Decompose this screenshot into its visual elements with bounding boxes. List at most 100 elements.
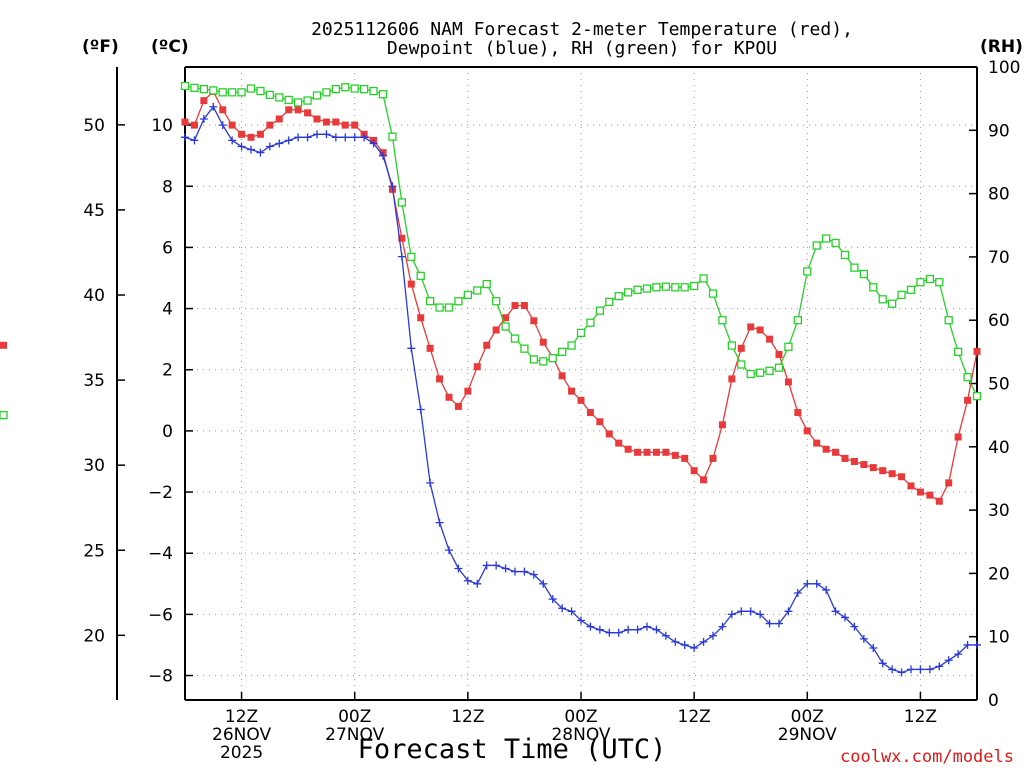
series-rh (0, 81, 982, 420)
dewpoint-point (916, 665, 925, 674)
temperature-point (586, 409, 594, 417)
rh-point (444, 303, 454, 312)
rh-point (803, 267, 812, 276)
temperature-point (313, 115, 321, 123)
dewpoint-point (275, 139, 284, 148)
fahrenheit-tick-label: 25 (83, 541, 105, 561)
rh-point (407, 252, 416, 262)
temperature-point (803, 427, 811, 435)
rh-point (567, 341, 576, 350)
dewpoint-point (416, 405, 425, 414)
rh-point (859, 269, 869, 279)
dewpoint-point (548, 595, 557, 604)
rh-point (935, 278, 944, 287)
rh-tick-label: 40 (988, 438, 1010, 458)
temperature-point (907, 482, 915, 490)
temperature-point (718, 421, 726, 429)
rh-point (190, 83, 199, 93)
temperature-point (605, 430, 613, 438)
dewpoint-point (897, 668, 906, 677)
rh-tick-label: 90 (988, 121, 1010, 141)
dewpoint-point (586, 622, 595, 631)
temperature-point (266, 121, 274, 129)
rh-point (784, 342, 793, 351)
dewpoint-point (869, 644, 878, 653)
dewpoint-point (841, 613, 849, 622)
dewpoint-point (699, 637, 708, 646)
dewpoint-point (614, 628, 623, 637)
rh-point (378, 90, 388, 99)
temperature-point (200, 97, 208, 105)
rh-tick-label: 20 (988, 564, 1010, 584)
temperature-point (954, 433, 962, 441)
rh-point (435, 303, 444, 312)
rh-point (293, 98, 303, 107)
rh-tick-label: 10 (988, 628, 1010, 648)
dewpoint-point (331, 133, 340, 142)
rh-point (680, 283, 689, 292)
rh-tick-label: 30 (988, 501, 1010, 521)
time-tick-label: 12Z (904, 707, 937, 727)
temperature-point (445, 393, 453, 401)
rh-point (661, 282, 671, 291)
rh-point (897, 290, 906, 300)
rh-point (473, 286, 482, 295)
gridlines (185, 67, 977, 700)
temperature-point (596, 418, 604, 426)
dewpoint-point (388, 182, 397, 191)
dewpoint-point (473, 579, 482, 588)
series-dewpoint (181, 103, 981, 677)
rh-point (765, 366, 774, 375)
temperature-point (322, 118, 330, 126)
temperature-point (841, 454, 849, 462)
dewpoint-point (341, 133, 350, 142)
rh-tick-label: 0 (988, 691, 999, 711)
time-tick-label: 26NOV (212, 725, 271, 745)
rh-point (416, 271, 425, 281)
rh-point (586, 318, 595, 327)
temperature-point (822, 445, 830, 453)
temperature-point (511, 302, 519, 310)
temperature-point (454, 402, 462, 410)
rh-point (689, 281, 699, 291)
temperature-point (860, 461, 868, 469)
dewpoint-point (454, 564, 463, 573)
temperature-point (539, 338, 547, 346)
temperature-point (502, 314, 510, 322)
rh-point (718, 316, 727, 325)
temperature-point (737, 344, 745, 352)
temperature-point (520, 302, 528, 310)
dewpoint-point (605, 628, 614, 637)
temperature-point (558, 372, 566, 380)
rh-point (671, 283, 680, 292)
temperature-point (473, 363, 481, 371)
temperature-point (398, 234, 406, 242)
rh-point (397, 198, 407, 207)
rh-point (831, 238, 840, 248)
rh-point (605, 297, 614, 306)
dewpoint-point (256, 148, 265, 157)
dewpoint-point (294, 133, 303, 142)
dewpoint-point (595, 625, 604, 634)
fahrenheit-tick-label: 50 (83, 116, 105, 136)
rh-point (972, 392, 982, 401)
dewpoint-point (925, 665, 934, 674)
rh-point (925, 274, 935, 284)
rh-point (227, 88, 237, 97)
rh-point (237, 88, 246, 97)
rh-point (359, 85, 369, 94)
dewpoint-point (935, 662, 944, 671)
rh-point (746, 369, 755, 379)
dewpoint-point (718, 622, 727, 631)
rh-point (878, 295, 887, 304)
dewpoint-point (407, 344, 416, 353)
time-tick-label: 12Z (678, 707, 711, 727)
rh-point (953, 347, 963, 357)
rh-point (388, 132, 397, 141)
rh-tick-label: 100 (988, 58, 1020, 78)
dewpoint-point (199, 114, 208, 123)
dewpoint-point (482, 561, 491, 570)
dewpoint-point (784, 607, 793, 616)
rh-tick-label: 70 (988, 248, 1010, 268)
temperature-point (577, 396, 585, 404)
